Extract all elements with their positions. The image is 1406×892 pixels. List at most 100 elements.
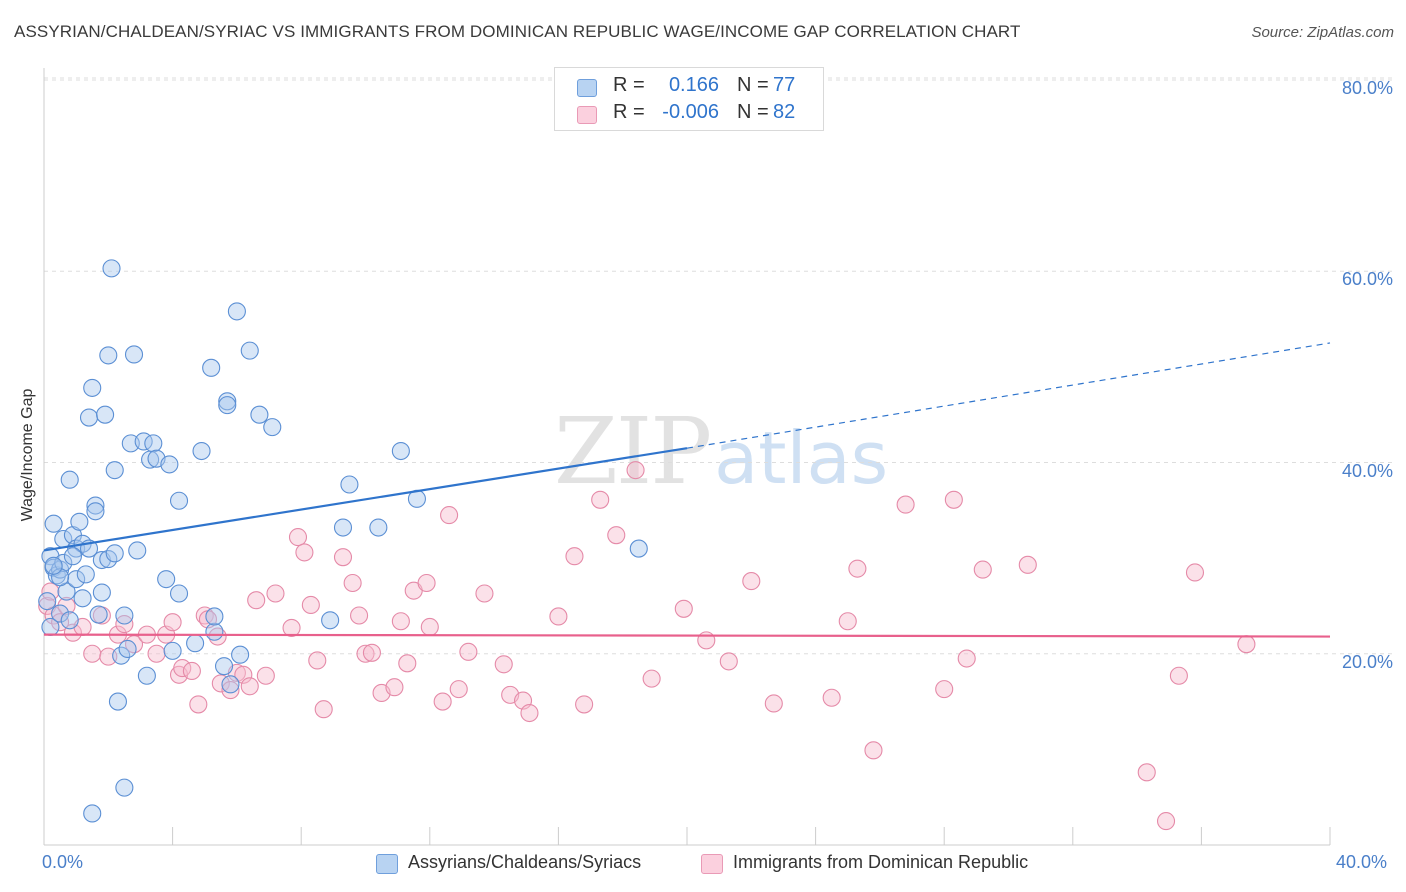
point-assyrian	[218, 392, 237, 411]
point-assyrian	[38, 592, 57, 611]
point-dominican	[1018, 555, 1037, 574]
point-dominican	[607, 526, 626, 545]
point-assyrian	[67, 570, 86, 589]
legend-n-value: 82	[773, 101, 796, 123]
point-assyrian	[124, 345, 144, 364]
point-dominican	[520, 703, 539, 723]
point-assyrian	[221, 675, 240, 694]
point-dominican	[295, 543, 314, 562]
trend-line-dominican	[43, 633, 1331, 638]
legend-n-label: N =	[737, 101, 769, 123]
point-dominican	[240, 677, 259, 696]
point-assyrian	[369, 518, 388, 537]
point-dominican	[896, 495, 915, 514]
point-assyrian	[63, 547, 82, 566]
point-assyrian	[60, 470, 79, 489]
point-assyrian	[86, 496, 105, 515]
point-assyrian	[60, 611, 79, 630]
point-assyrian	[218, 396, 237, 415]
point-dominican	[343, 573, 362, 593]
source-credit: Source: ZipAtlas.com	[1251, 24, 1394, 41]
point-dominican	[83, 644, 102, 663]
point-dominican	[41, 582, 60, 601]
y-tick-label: 80.0%	[1341, 78, 1393, 98]
point-assyrian	[340, 475, 359, 494]
point-dominican	[420, 617, 439, 637]
point-dominican	[385, 678, 404, 697]
point-assyrian	[92, 583, 111, 602]
point-assyrian	[214, 657, 234, 676]
legend-swatch-blue	[376, 854, 398, 874]
point-dominican	[944, 490, 963, 509]
point-dominican	[957, 649, 976, 668]
point-assyrian	[105, 544, 124, 563]
point-dominican	[1185, 563, 1205, 582]
point-dominican	[333, 548, 353, 567]
y-tick-label: 20.0%	[1341, 651, 1393, 672]
point-dominican	[356, 644, 375, 663]
point-dominican	[308, 651, 327, 670]
point-dominican	[848, 559, 867, 578]
point-dominican	[459, 642, 478, 661]
point-dominican	[301, 595, 320, 615]
y-tick-label: 40.0%	[1341, 460, 1393, 481]
point-assyrian	[102, 259, 121, 278]
point-assyrian	[186, 634, 205, 653]
point-dominican	[1137, 763, 1156, 782]
legend-r-value: -0.006	[662, 101, 719, 123]
legend-row-assyrian: R = 0.166 N = 77	[555, 74, 823, 100]
legend-swatch-pink	[577, 106, 597, 124]
point-dominican	[591, 490, 610, 509]
point-assyrian	[202, 358, 221, 377]
point-assyrian	[44, 556, 63, 575]
point-dominican	[221, 681, 240, 700]
chart-title: ASSYRIAN/CHALDEAN/SYRIAC VS IMMIGRANTS F…	[14, 22, 1021, 41]
legend-r-label: R =	[613, 101, 645, 123]
point-assyrian	[76, 565, 95, 584]
point-assyrian	[391, 441, 410, 461]
point-dominican	[234, 665, 253, 684]
point-assyrian	[169, 584, 189, 603]
legend-r-label: R =	[613, 74, 645, 96]
trend-line-assyrian	[43, 447, 688, 552]
point-assyrian	[73, 589, 92, 608]
point-assyrian	[333, 518, 353, 537]
axes	[43, 68, 1331, 846]
point-dominican	[626, 461, 645, 480]
point-dominican	[362, 643, 381, 662]
point-assyrian	[89, 605, 108, 624]
correlation-legend: R = 0.166 N = 77 R = -0.006 N = 82	[554, 67, 824, 131]
point-dominican	[163, 613, 182, 632]
legend-label-dominican: Immigrants from Dominican Republic	[733, 852, 1029, 872]
point-dominican	[99, 647, 118, 666]
point-dominican	[764, 694, 783, 713]
point-assyrian	[263, 418, 282, 437]
point-assyrian	[250, 405, 269, 424]
point-dominican	[189, 695, 208, 714]
point-dominican	[1237, 635, 1256, 654]
point-dominican	[208, 627, 227, 646]
point-dominican	[838, 612, 857, 631]
legend-n-label: N =	[737, 74, 769, 96]
legend-label-assyrian: Assyrians/Chaldeans/Syriacs	[408, 852, 642, 872]
point-assyrian	[79, 408, 99, 427]
point-assyrian	[70, 512, 89, 531]
series-dominican-points	[38, 461, 1256, 831]
point-assyrian	[99, 346, 118, 365]
point-assyrian	[112, 646, 131, 665]
point-dominican	[147, 644, 166, 663]
point-dominican	[973, 560, 992, 579]
point-assyrian	[51, 568, 70, 587]
series-assyrian-points	[38, 259, 648, 823]
point-assyrian	[321, 611, 340, 630]
point-dominican	[288, 528, 308, 547]
point-dominican	[417, 573, 436, 593]
legend-r-value: 0.166	[668, 74, 719, 96]
point-dominican	[449, 680, 468, 699]
point-dominican	[1169, 666, 1188, 685]
point-assyrian	[157, 570, 176, 589]
trend-lines	[43, 342, 1331, 638]
point-dominican	[391, 612, 410, 631]
legend-swatch-pink	[701, 854, 723, 874]
trend-line-assyrian-extension	[686, 342, 1331, 449]
